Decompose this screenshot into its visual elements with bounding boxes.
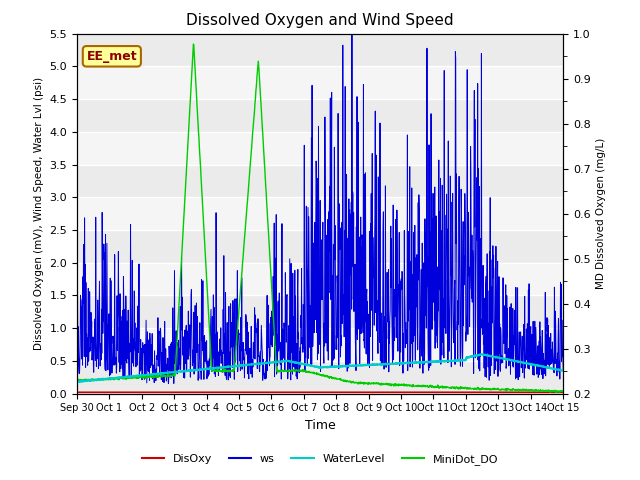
Bar — [77, 328, 563, 361]
Bar — [77, 230, 563, 263]
Bar — [77, 34, 563, 66]
Bar — [77, 99, 563, 132]
Bar — [77, 165, 563, 197]
Bar — [77, 66, 563, 99]
Y-axis label: Dissolved Oxygen (mV), Wind Speed, Water Lvl (psi): Dissolved Oxygen (mV), Wind Speed, Water… — [34, 77, 44, 350]
Bar — [77, 197, 563, 230]
Bar — [77, 263, 563, 295]
Bar — [77, 132, 563, 165]
Legend: DisOxy, ws, WaterLevel, MiniDot_DO: DisOxy, ws, WaterLevel, MiniDot_DO — [137, 450, 503, 469]
X-axis label: Time: Time — [305, 419, 335, 432]
Bar — [77, 361, 563, 394]
Title: Dissolved Oxygen and Wind Speed: Dissolved Oxygen and Wind Speed — [186, 13, 454, 28]
Text: EE_met: EE_met — [86, 50, 137, 63]
Y-axis label: MD Dissolved Oxygen (mg/L): MD Dissolved Oxygen (mg/L) — [596, 138, 606, 289]
Bar — [77, 295, 563, 328]
